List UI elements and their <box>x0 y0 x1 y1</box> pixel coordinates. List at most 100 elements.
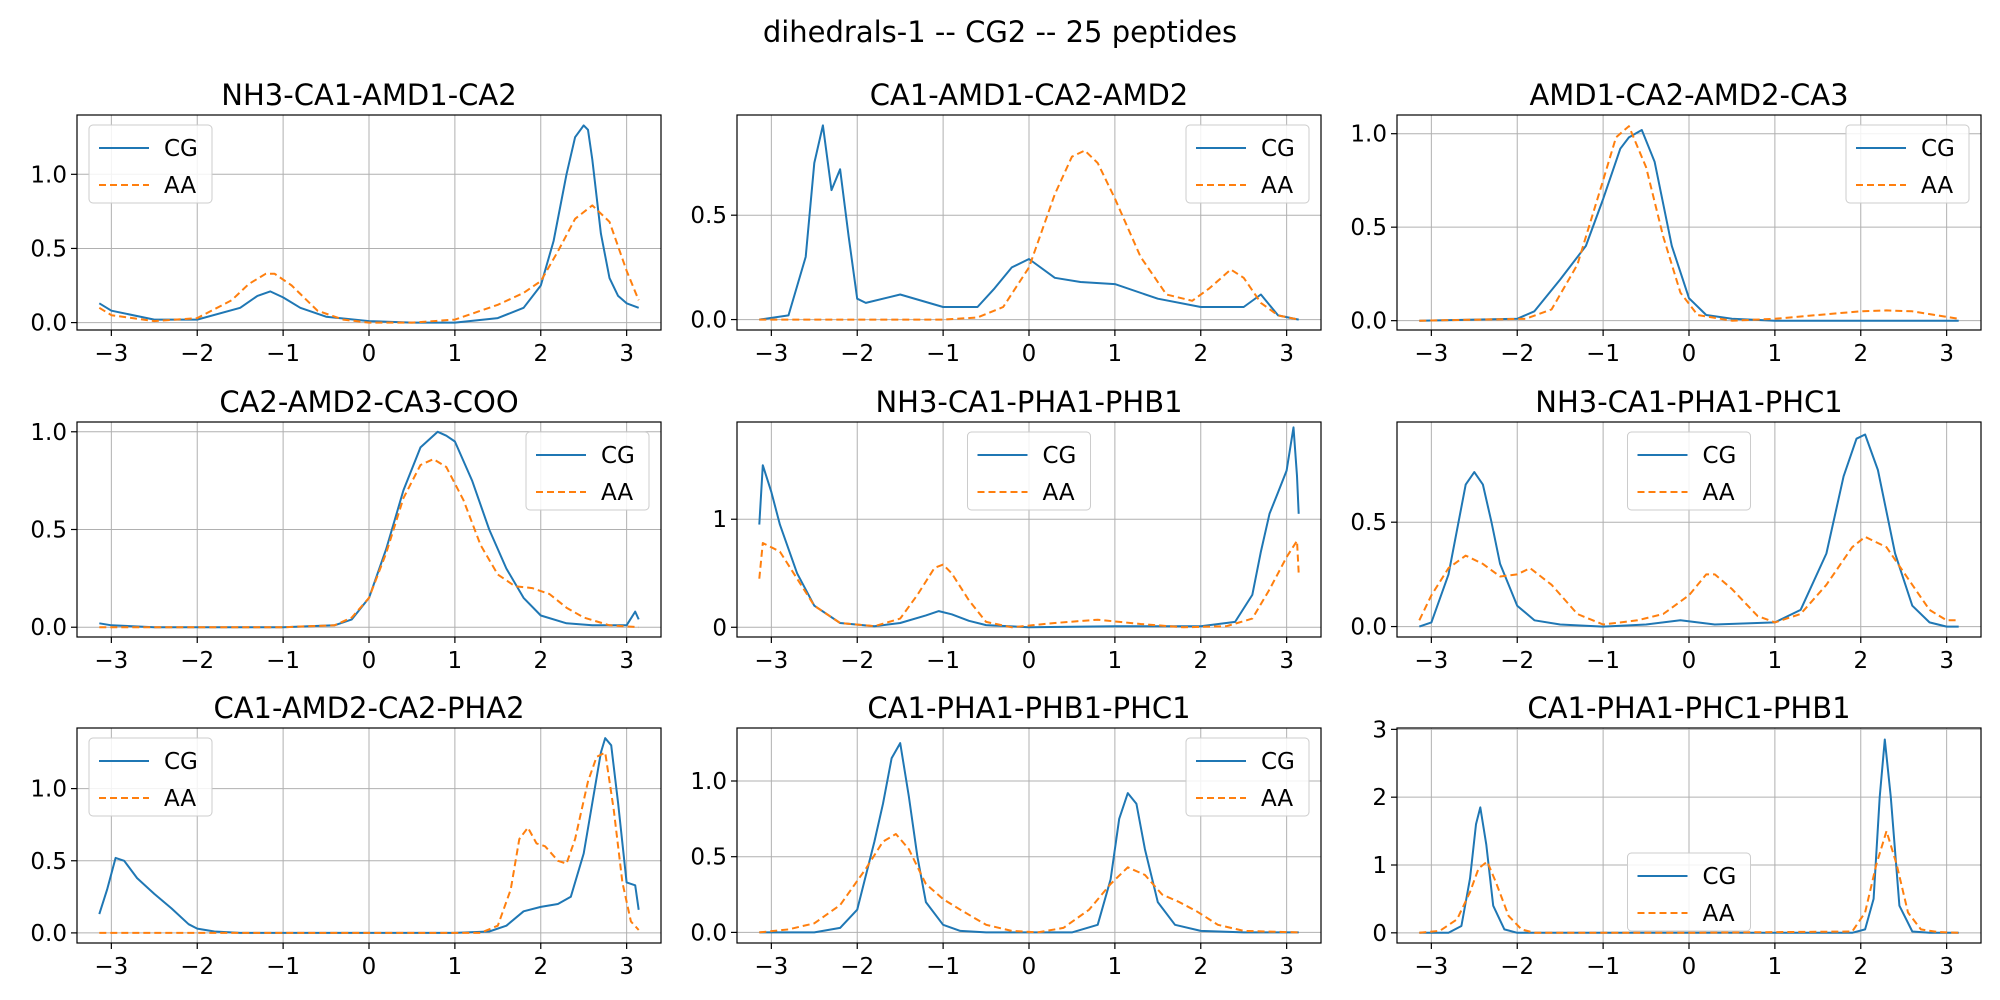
series-line-cg <box>758 426 1300 629</box>
subplot-8: CA1-PHA1-PHB1-PHC1 −3 −2 −1 0 1 2 3 0.0 0.5 1.0 CG A… <box>690 691 1322 980</box>
axes-frame <box>1396 421 1982 638</box>
subplot-6: NH3-CA1-PHA1-PHC1 −3 −2 −1 0 1 2 3 0.0 0.5 CG AA <box>1350 385 1982 674</box>
x-tick-label: −1 <box>266 341 300 367</box>
x-tick-label: −2 <box>1500 341 1534 367</box>
legend-box <box>1185 737 1310 817</box>
subplot-9: CA1-PHA1-PHC1-PHB1 −3 −2 −1 0 1 2 3 0 1 2 3 CG AA <box>1372 691 1982 980</box>
x-tick-label: 1 <box>448 954 463 980</box>
axes-frame <box>76 114 662 331</box>
legend: CG AA <box>88 124 213 204</box>
series-line-cg <box>99 430 640 629</box>
x-tick-label: 2 <box>1193 648 1208 674</box>
series-line-cg <box>759 124 1299 321</box>
subplot-4: CA2-AMD2-CA3-COO −3 −2 −1 0 1 2 3 0.0 0.5 1.0 CG AA <box>30 385 662 674</box>
legend-box <box>88 124 213 204</box>
x-tick-label: 2 <box>1853 954 1868 980</box>
x-tick-label: 3 <box>1279 954 1294 980</box>
x-tick-label: −1 <box>926 954 960 980</box>
x-tick-label: −1 <box>1586 341 1620 367</box>
y-tick-label: 1.0 <box>30 420 67 446</box>
y-tick-label: 1.0 <box>30 777 67 803</box>
x-tick-label: 0 <box>1022 341 1037 367</box>
x-tick-label: −2 <box>1500 648 1534 674</box>
series-line-cg <box>98 737 640 934</box>
y-tick-label: 0.5 <box>30 518 67 544</box>
x-tick-label: 2 <box>1193 341 1208 367</box>
x-tick-label: 1 <box>1768 341 1783 367</box>
subplot-title: NH3-CA1-PHA1-PHB1 <box>875 385 1182 419</box>
subplot-title: CA1-PHA1-PHB1-PHC1 <box>867 691 1190 725</box>
legend-label: AA <box>1703 480 1735 506</box>
legend: CG AA <box>1845 124 1970 204</box>
x-tick-label: −2 <box>180 341 214 367</box>
y-tick-label: 0.5 <box>30 236 67 262</box>
legend: CG AA <box>1185 124 1310 204</box>
legend-box <box>88 737 213 817</box>
subplot-7: CA1-AMD2-CA2-PHA2 −3 −2 −1 0 1 2 3 0.0 0.5 1.0 CG AA <box>30 691 662 980</box>
legend-label: CG <box>1921 136 1955 162</box>
axes-frame <box>1396 727 1982 944</box>
legend: CG AA <box>967 431 1091 511</box>
legend-label: CG <box>164 749 198 775</box>
legend-label: AA <box>164 786 196 812</box>
x-tick-label: 0 <box>1682 954 1697 980</box>
legend: CG AA <box>1627 852 1751 932</box>
legend-label: CG <box>1703 443 1737 469</box>
x-tick-label: −3 <box>94 341 128 367</box>
legend-label: AA <box>164 173 196 199</box>
y-tick-label: 0.0 <box>30 615 67 641</box>
x-tick-label: 1 <box>1768 648 1783 674</box>
series-line-aa <box>759 149 1299 321</box>
series-line-aa <box>758 539 1300 629</box>
legend-label: AA <box>1043 480 1075 506</box>
subplot-1: NH3-CA1-AMD1-CA2 −3 −2 −1 0 1 2 3 0.0 0.5 1.0 CG AA <box>30 78 662 367</box>
legend-label: AA <box>1703 901 1735 927</box>
x-tick-label: −3 <box>1414 341 1448 367</box>
y-tick-label: 0.0 <box>690 920 727 946</box>
x-tick-label: −1 <box>266 954 300 980</box>
axes-frame <box>736 421 1322 638</box>
y-tick-label: 0.5 <box>1350 510 1387 536</box>
y-tick-label: 0.0 <box>690 308 727 334</box>
subplot-title: AMD1-CA2-AMD2-CA3 <box>1529 78 1848 112</box>
x-tick-label: −3 <box>754 954 788 980</box>
y-tick-label: 0 <box>712 615 727 641</box>
x-tick-label: 3 <box>619 954 634 980</box>
legend-box <box>1185 124 1310 204</box>
legend-label: CG <box>1261 749 1295 775</box>
series-line-aa <box>1418 535 1959 626</box>
x-tick-label: −2 <box>840 954 874 980</box>
axes-frame <box>736 727 1322 944</box>
axes-frame <box>736 114 1322 331</box>
legend-label: CG <box>164 136 198 162</box>
x-tick-label: −2 <box>1500 954 1534 980</box>
x-tick-label: 2 <box>533 648 548 674</box>
legend-label: CG <box>1261 136 1295 162</box>
x-tick-label: −2 <box>180 648 214 674</box>
x-tick-label: 3 <box>1279 341 1294 367</box>
x-tick-label: 3 <box>619 648 634 674</box>
x-tick-label: 3 <box>1939 954 1954 980</box>
x-tick-label: 2 <box>533 341 548 367</box>
y-tick-label: 1.0 <box>690 769 727 795</box>
series-line-cg <box>98 124 640 324</box>
legend-label: AA <box>1261 786 1293 812</box>
series-line-aa <box>759 833 1299 934</box>
subplot-2: CA1-AMD1-CA2-AMD2 −3 −2 −1 0 1 2 3 0.0 0.5 CG AA <box>690 78 1322 367</box>
legend-box <box>967 431 1091 511</box>
x-tick-label: 3 <box>619 341 634 367</box>
x-tick-label: 2 <box>1193 954 1208 980</box>
x-tick-label: 2 <box>1853 341 1868 367</box>
y-tick-label: 1.0 <box>1350 122 1387 148</box>
x-tick-label: −3 <box>94 954 128 980</box>
legend-label: CG <box>1043 443 1077 469</box>
x-tick-label: 1 <box>1108 341 1123 367</box>
legend-box <box>1627 852 1751 932</box>
x-tick-label: 0 <box>362 648 377 674</box>
axes-frame <box>1396 114 1982 331</box>
y-tick-label: 0.0 <box>1350 309 1387 335</box>
y-tick-label: 1 <box>712 507 727 533</box>
legend: CG AA <box>525 431 650 511</box>
x-tick-label: 0 <box>1022 648 1037 674</box>
